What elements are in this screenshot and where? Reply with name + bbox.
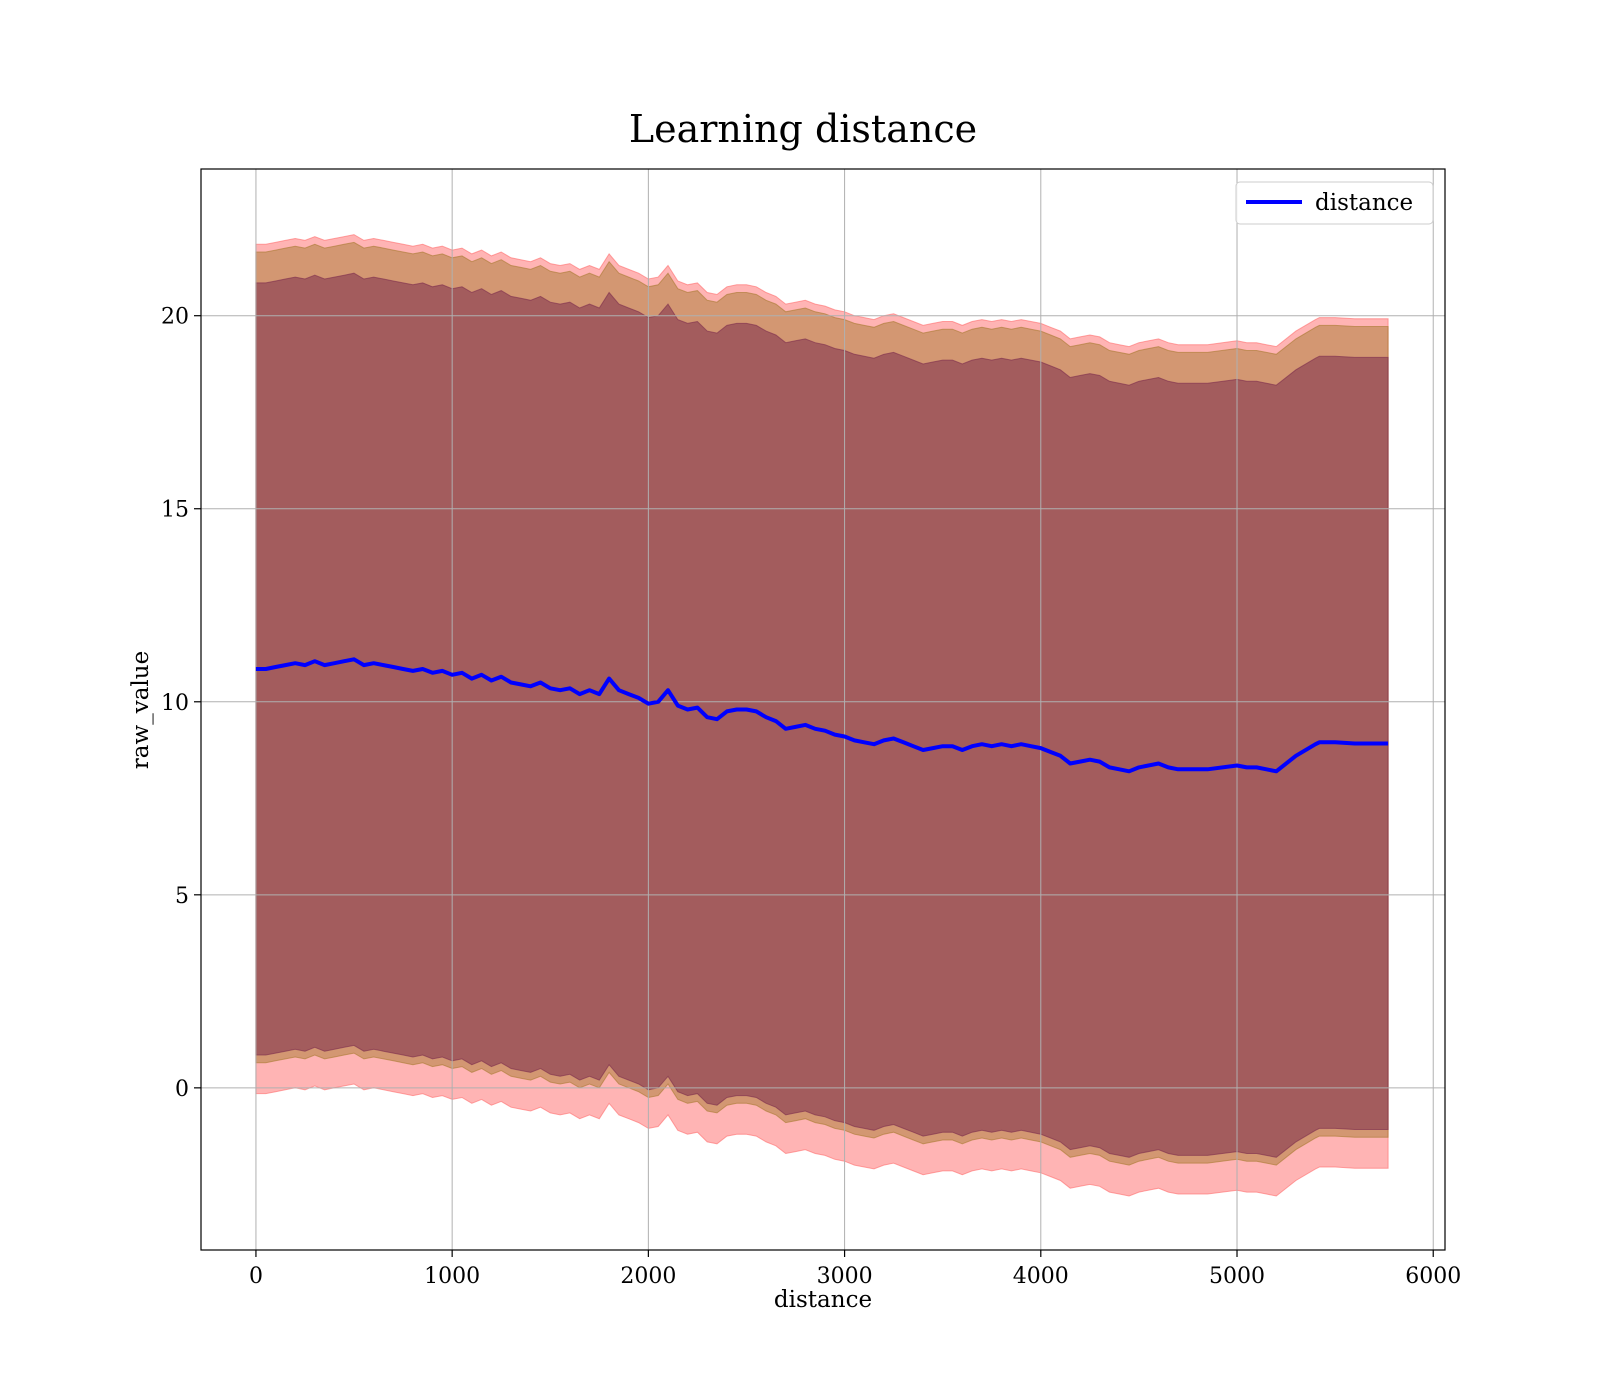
series-layer xyxy=(255,657,1389,774)
y-tick-label-0: 0 xyxy=(175,1077,189,1102)
x-tick-label-2: 2000 xyxy=(620,1264,676,1289)
bands-layer xyxy=(255,234,1389,1197)
chart-title: Learning distance xyxy=(629,107,977,151)
legend-label-distance: distance xyxy=(1315,190,1413,216)
x-tick-label-0: 0 xyxy=(249,1264,263,1289)
x-tick-label-4: 4000 xyxy=(1013,1264,1069,1289)
band-2 xyxy=(255,272,1389,1158)
legend: distance xyxy=(1235,181,1434,225)
x-tick-label-3: 3000 xyxy=(817,1264,873,1289)
legend-box xyxy=(1235,181,1434,225)
grid-layer xyxy=(201,169,1445,1250)
y-tick-label-1: 5 xyxy=(175,884,189,909)
y-tick-label-2: 10 xyxy=(161,691,189,716)
y-axis-ticks: 0 5 10 15 20 xyxy=(161,305,201,1102)
x-axis-ticks: 0 1000 2000 3000 4000 5000 6000 xyxy=(249,1250,1461,1289)
series-line-distance xyxy=(255,657,1389,774)
x-axis-label: distance xyxy=(774,1287,872,1313)
y-tick-label-4: 20 xyxy=(161,305,189,330)
plot-frame xyxy=(200,168,1446,1251)
y-axis-label: raw_value xyxy=(128,651,154,769)
x-tick-label-1: 1000 xyxy=(424,1264,480,1289)
x-tick-label-5: 5000 xyxy=(1209,1264,1265,1289)
x-tick-label-6: 6000 xyxy=(1405,1264,1461,1289)
y-tick-label-3: 15 xyxy=(161,498,189,523)
